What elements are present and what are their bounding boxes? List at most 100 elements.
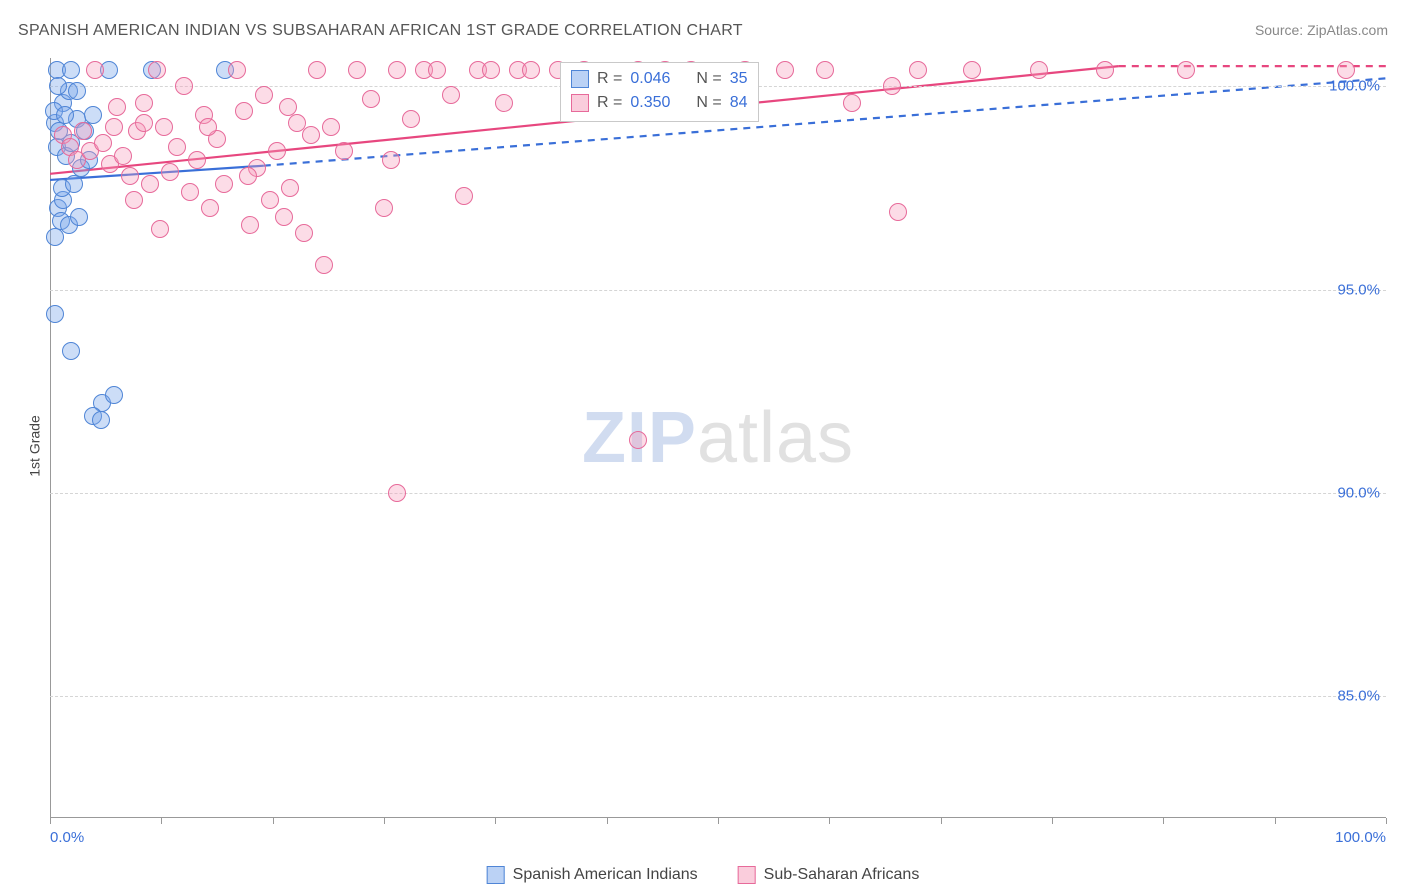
data-point [402, 110, 420, 128]
data-point [455, 187, 473, 205]
data-point [148, 61, 166, 79]
x-tick [1275, 818, 1276, 824]
legend-n-value: 35 [730, 70, 748, 88]
data-point [482, 61, 500, 79]
x-tick [941, 818, 942, 824]
grid-line [50, 493, 1386, 494]
data-point [235, 102, 253, 120]
x-tick [50, 818, 51, 824]
y-tick-label: 85.0% [1337, 688, 1380, 705]
data-point [816, 61, 834, 79]
trend-line-dashed [264, 78, 1386, 165]
x-tick [1163, 818, 1164, 824]
data-point [155, 118, 173, 136]
legend-swatch [487, 866, 505, 884]
legend-stat-row: R = 0.046 N = 35 [571, 67, 748, 91]
data-point [228, 61, 246, 79]
data-point [121, 167, 139, 185]
data-point [74, 122, 92, 140]
data-point [241, 216, 259, 234]
data-point [65, 175, 83, 193]
data-point [428, 61, 446, 79]
legend-item: Sub-Saharan Africans [738, 866, 920, 884]
source-attribution: Source: ZipAtlas.com [1255, 22, 1388, 38]
correlation-legend: R = 0.046 N = 35 R = 0.350 N = 84 [560, 62, 759, 122]
data-point [70, 208, 88, 226]
data-point [46, 228, 64, 246]
legend-r-label: R = [597, 70, 622, 88]
data-point [108, 98, 126, 116]
data-point [46, 305, 64, 323]
x-tick [607, 818, 608, 824]
data-point [382, 151, 400, 169]
data-point [302, 126, 320, 144]
series-legend: Spanish American Indians Sub-Saharan Afri… [487, 866, 920, 884]
y-axis-line [50, 58, 51, 818]
x-tick [384, 818, 385, 824]
legend-swatch [571, 70, 589, 88]
data-point [161, 163, 179, 181]
x-start-label: 0.0% [50, 829, 84, 846]
watermark-atlas: atlas [697, 398, 854, 478]
data-point [255, 86, 273, 104]
data-point [883, 77, 901, 95]
data-point [135, 94, 153, 112]
data-point [375, 199, 393, 217]
data-point [168, 138, 186, 156]
data-point [188, 151, 206, 169]
data-point [62, 342, 80, 360]
header-row: SPANISH AMERICAN INDIAN VS SUBSAHARAN AF… [18, 22, 1388, 40]
data-point [315, 256, 333, 274]
data-point [68, 82, 86, 100]
data-point [322, 118, 340, 136]
data-point [199, 118, 217, 136]
data-point [776, 61, 794, 79]
legend-n-label: N = [696, 94, 721, 112]
data-point [94, 134, 112, 152]
data-point [135, 114, 153, 132]
plot-area: ZIPatlas 85.0%90.0%95.0%100.0%0.0%100.0% [50, 58, 1386, 818]
data-point [281, 179, 299, 197]
plot-canvas: ZIPatlas 85.0%90.0%95.0%100.0%0.0%100.0% [50, 58, 1386, 818]
data-point [335, 142, 353, 160]
chart-title: SPANISH AMERICAN INDIAN VS SUBSAHARAN AF… [18, 22, 743, 40]
legend-series-label: Sub-Saharan Africans [764, 866, 920, 884]
data-point [151, 220, 169, 238]
data-point [261, 191, 279, 209]
data-point [963, 61, 981, 79]
data-point [141, 175, 159, 193]
data-point [362, 90, 380, 108]
data-point [105, 118, 123, 136]
y-tick-label: 90.0% [1337, 484, 1380, 501]
data-point [275, 208, 293, 226]
data-point [1096, 61, 1114, 79]
x-end-label: 100.0% [1335, 829, 1386, 846]
data-point [629, 431, 647, 449]
legend-swatch [738, 866, 756, 884]
legend-series-label: Spanish American Indians [513, 866, 698, 884]
data-point [268, 142, 286, 160]
data-point [279, 98, 297, 116]
data-point [49, 77, 67, 95]
legend-r-label: R = [597, 94, 622, 112]
legend-n-value: 84 [730, 94, 748, 112]
data-point [495, 94, 513, 112]
grid-line [50, 290, 1386, 291]
legend-n-label: N = [696, 70, 721, 88]
data-point [843, 94, 861, 112]
data-point [388, 484, 406, 502]
data-point [62, 61, 80, 79]
data-point [92, 411, 110, 429]
legend-r-value: 0.046 [630, 70, 670, 88]
legend-r-value: 0.350 [630, 94, 670, 112]
data-point [295, 224, 313, 242]
watermark: ZIPatlas [582, 397, 854, 479]
data-point [114, 147, 132, 165]
x-tick [1052, 818, 1053, 824]
x-tick [161, 818, 162, 824]
x-tick [273, 818, 274, 824]
data-point [215, 175, 233, 193]
x-tick [829, 818, 830, 824]
data-point [442, 86, 460, 104]
legend-item: Spanish American Indians [487, 866, 698, 884]
